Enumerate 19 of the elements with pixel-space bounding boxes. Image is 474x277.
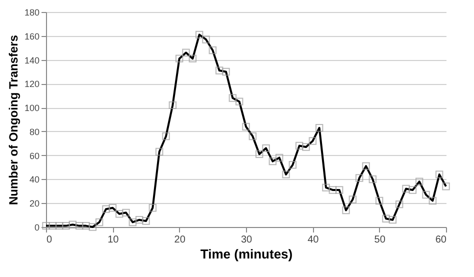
x-tick-label: 0 (46, 234, 52, 246)
y-tick-label: 140 (24, 55, 40, 66)
y-tick-label: 20 (29, 198, 40, 209)
x-tick-label: 10 (108, 234, 120, 246)
y-tick-label: 100 (24, 103, 40, 114)
x-tick-label: 40 (308, 234, 320, 246)
y-tick-label: 160 (24, 31, 40, 42)
y-tick-label: 60 (29, 150, 40, 161)
x-tick-label: 60 (435, 234, 447, 246)
y-tick-label: 180 (24, 8, 40, 18)
x-tick-label: 50 (374, 234, 386, 246)
y-tick-label: 80 (29, 126, 40, 137)
y-tick-label: 40 (29, 174, 40, 185)
y-axis-title: Number of Ongoing Transfers (6, 34, 20, 206)
x-tick-label: 30 (240, 234, 252, 246)
y-tick-label: 120 (24, 79, 40, 90)
x-tick-label: 20 (174, 234, 186, 246)
x-axis-title: Time (minutes) (200, 246, 293, 262)
y-tick-label: 0 (34, 222, 40, 232)
